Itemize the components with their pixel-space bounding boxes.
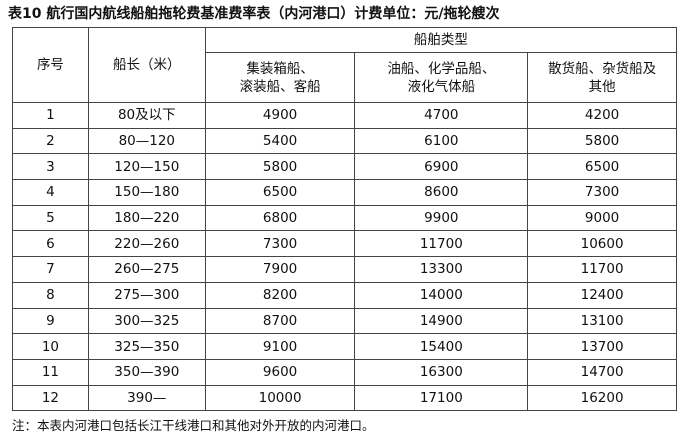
table-cell: 10 (12, 333, 89, 360)
table-cell: 10000 (204, 384, 356, 412)
table-cell: 6900 (354, 153, 529, 181)
table-cell: 1 (12, 102, 89, 129)
table-cell: 5 (12, 204, 89, 232)
table-cell: 9900 (354, 204, 529, 232)
table-cell: 9100 (204, 333, 356, 360)
table-row: 11 350—390 9600 16300 14700 (12, 358, 677, 386)
table-cell: 9 (12, 307, 89, 335)
header-cell: 油船、化学品船、 液化气体船 (354, 52, 529, 103)
table-cell: 6 (12, 230, 89, 258)
header-row: 序号 船长（米） 船舶类型 (12, 27, 678, 103)
table-cell: 14700 (527, 358, 677, 386)
header-line: 油船、化学品船、 (387, 60, 496, 77)
table-cell: 11 (12, 358, 89, 386)
table-cell: 4700 (354, 102, 529, 129)
table-cell: 80—120 (87, 127, 206, 155)
table-cell: 3 (12, 153, 89, 181)
header-row: 集装箱船、 滚装船、客船 油船、化学品船、 液化气体船 散货船、杂货船及 其他 (13, 52, 677, 103)
table-cell: 11700 (527, 256, 677, 283)
table-cell: 16300 (354, 358, 529, 386)
header-line: 滚装船、客船 (239, 78, 321, 95)
table-cell: 13700 (527, 333, 677, 360)
table-cell: 6500 (527, 153, 677, 181)
table-cell: 4900 (204, 102, 356, 129)
table-cell: 325—350 (87, 333, 206, 360)
table-row: 2 80—120 5400 6100 5800 (12, 127, 677, 155)
table-cell: 11700 (354, 230, 529, 258)
table-row: 4 150—180 6500 8600 7300 (12, 179, 677, 206)
header-line: 液化气体船 (407, 78, 476, 95)
table-row: 3 120—150 5800 6900 6500 (12, 153, 677, 181)
table-cell: 180—220 (87, 204, 206, 232)
header-line: 集装箱船、 (246, 60, 314, 77)
table-cell: 6100 (354, 127, 529, 155)
table-cell: 17100 (354, 384, 529, 412)
header-cell: 船长（米） (87, 27, 206, 103)
table-cell: 390— (87, 384, 206, 412)
table-row: 12 390— 10000 17100 16200 (12, 384, 677, 412)
table-cell: 8600 (354, 179, 529, 206)
table-cell: 6800 (204, 204, 356, 232)
table-row: 10 325—350 9100 15400 13700 (12, 333, 677, 360)
table-cell: 5800 (527, 127, 677, 155)
table-row: 1 80及以下 4900 4700 4200 (12, 102, 677, 129)
table-cell: 16200 (527, 384, 677, 412)
table-cell: 300—325 (87, 307, 206, 335)
table-row: 9 300—325 8700 14900 13100 (12, 307, 677, 335)
header-line: 散货船、杂货船及 (548, 60, 657, 77)
table-cell: 12 (12, 384, 89, 412)
table-cell: 350—390 (87, 358, 206, 386)
table-row: 5 180—220 6800 9900 9000 (12, 204, 677, 232)
table-cell: 12400 (527, 281, 677, 309)
table-cell: 9000 (527, 204, 677, 232)
header-cell: 集装箱船、 滚装船、客船 (204, 52, 356, 103)
title: 表10 航行国内航线船舶拖轮费基准费率表（内河港口）计费单位：元/拖轮艘次 (8, 6, 500, 22)
table-cell: 7300 (527, 179, 677, 206)
table-cell: 275—300 (87, 281, 206, 309)
table-cell: 6500 (204, 179, 356, 206)
table-cell: 5800 (204, 153, 356, 181)
header-cell: 序号 (12, 27, 89, 103)
table-cell: 13100 (527, 307, 677, 335)
table-cell: 4200 (527, 102, 677, 129)
table-cell: 8700 (204, 307, 356, 335)
table-cell: 9600 (204, 358, 356, 386)
table-cell: 14000 (354, 281, 529, 309)
table-cell: 15400 (354, 333, 529, 360)
table-cell: 4 (12, 179, 89, 206)
table-cell: 2 (12, 127, 89, 155)
table-cell: 8200 (204, 281, 356, 309)
table-cell: 120—150 (87, 153, 206, 181)
fee-table: 序号 船长（米） 船舶类型 集装箱船、 滚装船、客船 油船、化学品船、 液化气体船 散货… (12, 27, 678, 412)
table-cell: 7300 (204, 230, 356, 258)
table-cell: 7 (12, 256, 89, 283)
table-cell: 14900 (354, 307, 529, 335)
table-cell: 220—260 (87, 230, 206, 258)
table-cell: 80及以下 (87, 102, 206, 129)
header-cell: 散货船、杂货船及 其他 (527, 52, 677, 103)
table-cell: 5400 (204, 127, 356, 155)
table-row: 7 260—275 7900 13300 11700 (12, 256, 677, 283)
table-cell: 13300 (354, 256, 529, 283)
note: 注：本表内河港口包括长江干线港口和其他对外开放的内河港口。 (12, 418, 375, 433)
table-cell: 8 (12, 281, 89, 309)
table-row: 8 275—300 8200 14000 12400 (12, 281, 677, 309)
table-cell: 10600 (527, 230, 677, 258)
table-row: 6 220—260 7300 11700 10600 (12, 230, 677, 258)
table-cell: 150—180 (87, 179, 206, 206)
table-body: 1 80及以下 4900 4700 4200 2 80—120 5400 6100 5800 3 12… (12, 102, 677, 412)
header-cell: 船舶类型 (204, 27, 678, 53)
table-cell: 260—275 (87, 256, 206, 283)
table-cell: 7900 (204, 256, 356, 283)
header-line: 其他 (588, 78, 616, 95)
